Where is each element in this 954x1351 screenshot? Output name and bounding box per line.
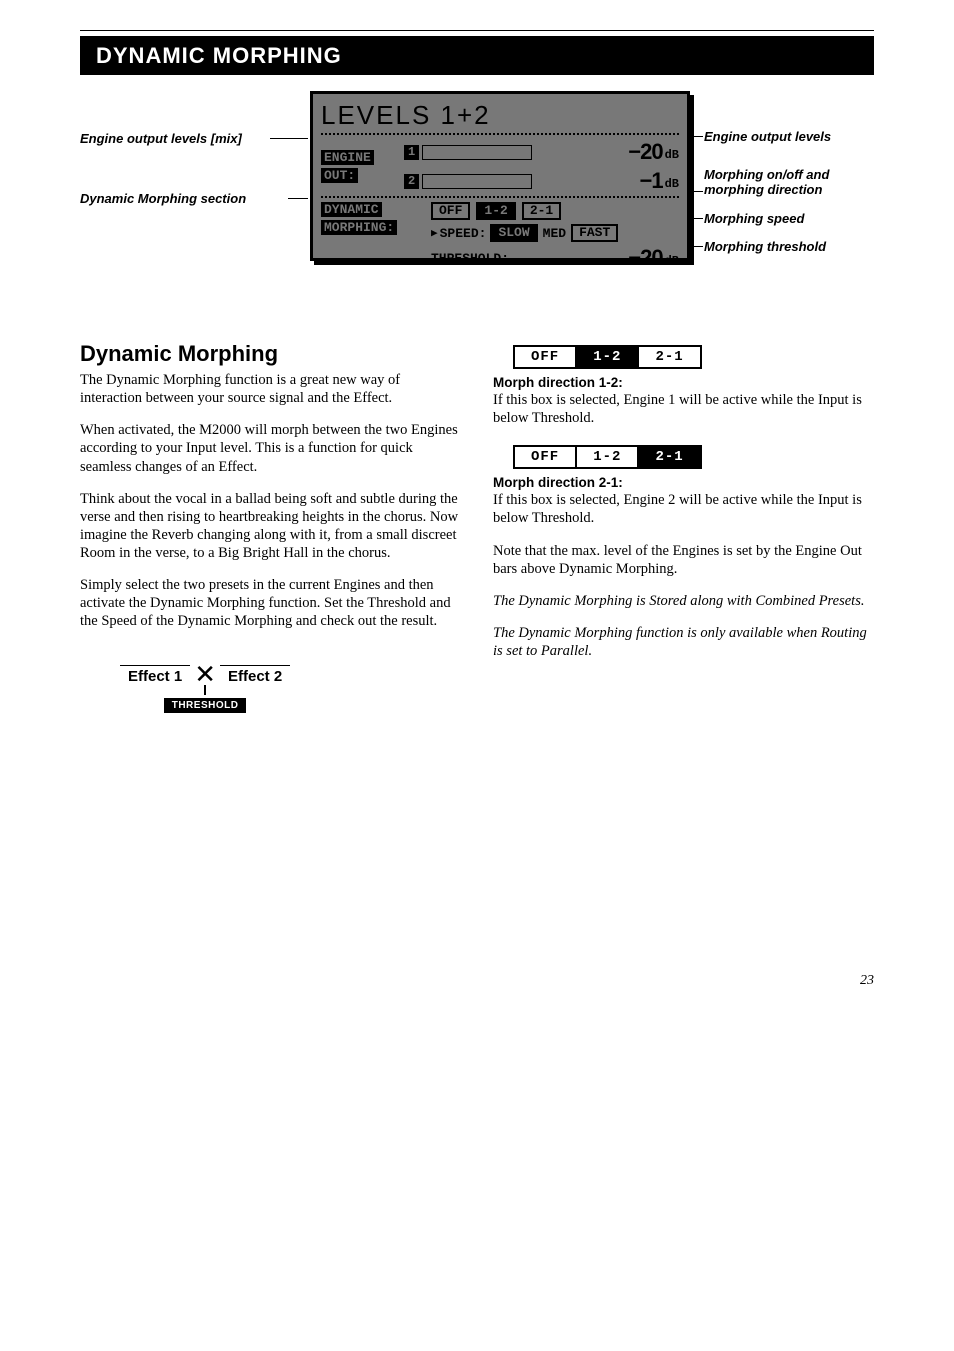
lcd-dynamic-label: DYNAMIC bbox=[321, 202, 382, 217]
lcd-bar2-track bbox=[422, 174, 532, 189]
paragraph: When activated, the M2000 will morph bet… bbox=[80, 421, 461, 475]
morph-21-cell: 2-1 bbox=[639, 447, 699, 467]
morph-direction-box-21: OFF 1-2 2-1 bbox=[513, 445, 702, 469]
italic-note-1: The Dynamic Morphing is Stored along wit… bbox=[493, 592, 874, 610]
morph-12-cell: 1-2 bbox=[577, 347, 639, 367]
lcd-bar1-label: 1 bbox=[404, 145, 419, 160]
note-text: Note that the max. level of the Engines … bbox=[493, 542, 874, 578]
lcd-speed-slow: SLOW bbox=[490, 224, 537, 242]
morph-off-cell: OFF bbox=[515, 347, 577, 367]
lcd-speed-label: SPEED: bbox=[440, 226, 487, 241]
threshold-label: THRESHOLD bbox=[164, 698, 247, 713]
callout-morphing-direction: Morphing on/off and morphing direction bbox=[704, 167, 854, 197]
left-column: Dynamic Morphing The Dynamic Morphing fu… bbox=[80, 341, 461, 713]
lcd-speed-fast: FAST bbox=[571, 224, 618, 242]
morph-12-cell: 1-2 bbox=[577, 447, 639, 467]
section-title: Dynamic Morphing bbox=[80, 341, 461, 367]
callout-line bbox=[689, 191, 703, 192]
lcd-screen: LEVELS 1+2 ENGINE OUT: 1 −20 dB 2 bbox=[310, 91, 690, 261]
paragraph: Think about the vocal in a ballad being … bbox=[80, 490, 461, 563]
callout-engine-output-levels: Engine output levels bbox=[704, 129, 831, 144]
callout-line bbox=[270, 138, 308, 139]
lcd-bar2-label: 2 bbox=[404, 174, 419, 189]
morph-off-cell: OFF bbox=[515, 447, 577, 467]
lcd-title: LEVELS 1+2 bbox=[321, 100, 679, 131]
page-header: DYNAMIC MORPHING bbox=[80, 36, 874, 75]
lcd-threshold-label: THRESHOLD: bbox=[431, 251, 509, 266]
lcd-divider bbox=[321, 196, 679, 198]
callout-line bbox=[288, 198, 308, 199]
lcd-speed-med: MED bbox=[543, 226, 566, 241]
effect2-label: Effect 2 bbox=[220, 665, 290, 685]
paragraph: The Dynamic Morphing function is a great… bbox=[80, 371, 461, 407]
lcd-value1: −20 bbox=[628, 139, 662, 165]
content-columns: Dynamic Morphing The Dynamic Morphing fu… bbox=[80, 341, 874, 713]
lcd-unit1: dB bbox=[665, 148, 679, 162]
lcd-off-option: OFF bbox=[431, 202, 470, 220]
lcd-morphing-label: MORPHING: bbox=[321, 220, 397, 235]
italic-note-2: The Dynamic Morphing function is only av… bbox=[493, 624, 874, 660]
morph-12-text: If this box is selected, Engine 1 will b… bbox=[493, 391, 874, 427]
lcd-engine-label: ENGINE bbox=[321, 150, 374, 165]
lcd-morph-row: DYNAMIC MORPHING: OFF 1-2 2-1 ▶ SPEED: S… bbox=[321, 202, 679, 271]
lcd-threshold-value: −20 bbox=[628, 245, 662, 271]
effect1-label: Effect 1 bbox=[120, 665, 190, 685]
lcd-bar1-track bbox=[422, 145, 532, 160]
lcd-divider bbox=[321, 133, 679, 135]
morph-direction-box-12: OFF 1-2 2-1 bbox=[513, 345, 702, 369]
callout-engine-output-mix: Engine output levels [mix] bbox=[80, 131, 242, 146]
morph-21-title: Morph direction 2-1: bbox=[493, 475, 874, 490]
lcd-threshold-unit: dB bbox=[665, 254, 679, 268]
lcd-21-option: 2-1 bbox=[522, 202, 561, 220]
lcd-diagram-area: Engine output levels [mix] Dynamic Morph… bbox=[80, 91, 874, 301]
right-column: OFF 1-2 2-1 Morph direction 1-2: If this… bbox=[493, 341, 874, 713]
callout-line bbox=[689, 136, 703, 137]
effect-x-icon: ✕ bbox=[194, 666, 216, 684]
morph-21-cell: 2-1 bbox=[639, 347, 699, 367]
lcd-engine-out-row: ENGINE OUT: 1 −20 dB 2 −1 dB bbox=[321, 139, 679, 194]
morph-12-title: Morph direction 1-2: bbox=[493, 375, 874, 390]
lcd-unit2: dB bbox=[665, 177, 679, 191]
paragraph: Simply select the two presets in the cur… bbox=[80, 576, 461, 630]
callout-line bbox=[689, 246, 703, 247]
morph-21-text: If this box is selected, Engine 2 will b… bbox=[493, 491, 874, 527]
lcd-out-label: OUT: bbox=[321, 168, 358, 183]
callout-dynamic-morphing-section: Dynamic Morphing section bbox=[80, 191, 246, 206]
effect-threshold-diagram: Effect 1 ✕ Effect 2 THRESHOLD bbox=[120, 665, 290, 713]
lcd-value2: −1 bbox=[640, 168, 663, 194]
lcd-12-option: 1-2 bbox=[476, 202, 515, 220]
page-number: 23 bbox=[80, 973, 874, 989]
callout-morphing-threshold: Morphing threshold bbox=[704, 239, 826, 254]
callout-morphing-speed: Morphing speed bbox=[704, 211, 804, 226]
page-header-title: DYNAMIC MORPHING bbox=[96, 43, 342, 68]
callout-line bbox=[689, 218, 703, 219]
